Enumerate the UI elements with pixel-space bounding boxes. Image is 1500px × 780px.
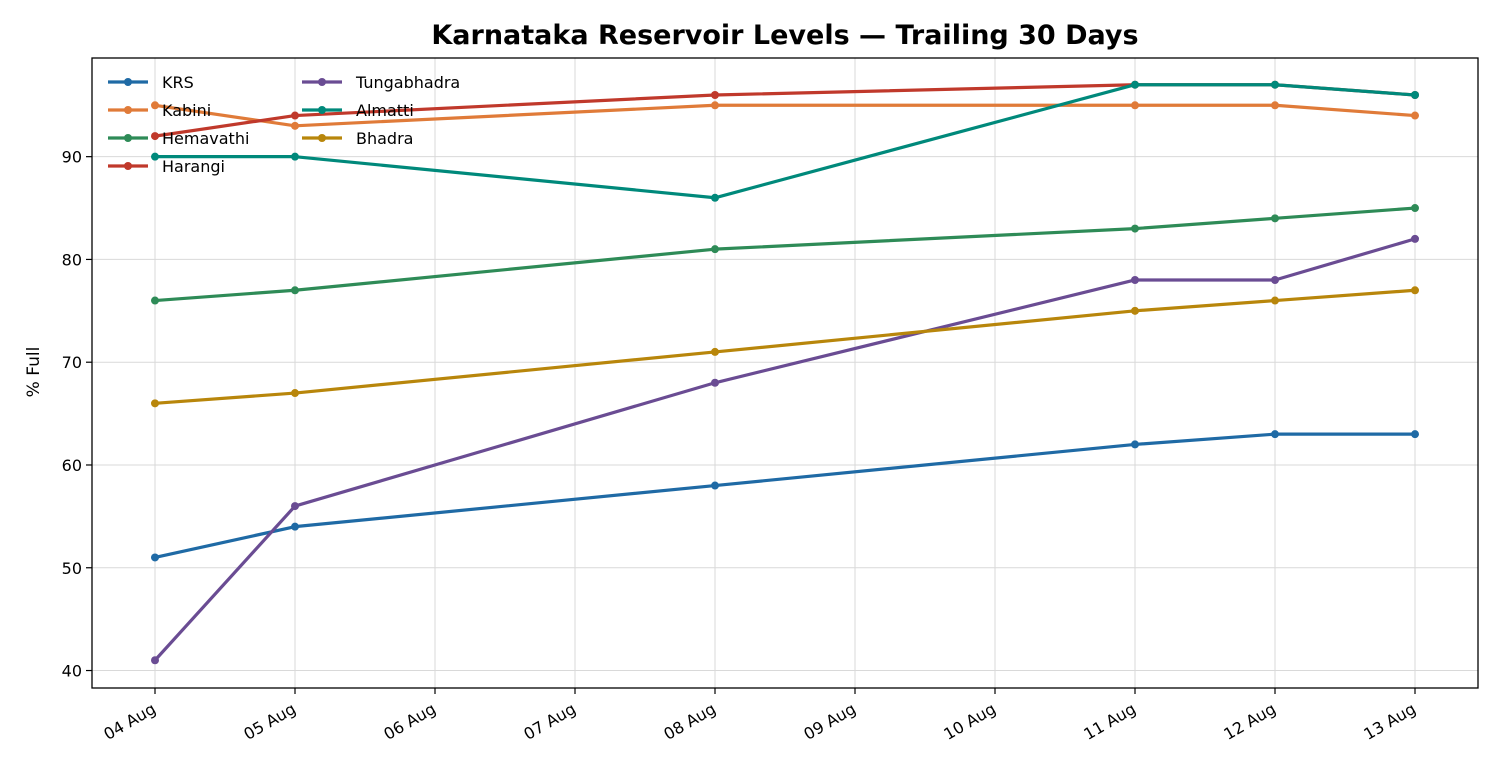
series-tungabhadra <box>151 234 1419 665</box>
legend-label: KRS <box>162 73 194 92</box>
data-point-hemavathi <box>151 296 159 305</box>
data-point-bhadra <box>1411 286 1419 295</box>
data-point-kabini <box>711 101 719 110</box>
data-point-tungabhadra <box>151 656 159 665</box>
legend-marker <box>124 162 132 170</box>
data-point-almatti <box>711 193 719 202</box>
series-layer <box>151 80 1419 665</box>
series-line-almatti <box>153 83 1417 200</box>
x-tick-label: 12 Aug <box>1220 699 1279 744</box>
series-krs <box>151 430 1419 562</box>
data-point-almatti <box>291 152 299 161</box>
x-tick-label: 05 Aug <box>240 699 299 744</box>
data-point-almatti <box>1411 90 1419 99</box>
data-point-kabini <box>291 121 299 130</box>
data-point-krs <box>291 522 299 531</box>
legend: KRS Kabini Hemavathi Harangi Tungabhadra Alma… <box>108 73 460 176</box>
data-point-bhadra <box>1131 306 1139 315</box>
x-tick-label: 04 Aug <box>100 699 159 744</box>
legend-item-harangi: Harangi <box>108 157 225 176</box>
data-point-tungabhadra <box>291 502 299 511</box>
data-point-harangi <box>151 132 159 141</box>
y-axis-label: % Full <box>24 347 44 398</box>
legend-item-tungabhadra: Tungabhadra <box>302 73 460 92</box>
data-point-tungabhadra <box>1271 275 1279 284</box>
series-line-krs <box>153 432 1417 560</box>
axes: 04 Aug 05 Aug 06 Aug 07 Aug 08 Aug 09 Aug 10 A… <box>62 148 1419 744</box>
x-tick-label: 11 Aug <box>1080 699 1139 744</box>
x-tick-label: 10 Aug <box>940 699 999 744</box>
legend-label: Harangi <box>162 157 225 176</box>
chart-title: Karnataka Reservoir Levels — Trailing 30… <box>431 20 1138 51</box>
legend-label: Tungabhadra <box>355 73 460 92</box>
y-tick-label: 40 <box>62 662 82 681</box>
data-point-harangi <box>291 111 299 120</box>
data-point-kabini <box>151 101 159 110</box>
series-almatti <box>151 80 1419 202</box>
legend-marker <box>318 106 326 114</box>
data-point-bhadra <box>291 389 299 398</box>
x-tick-label: 08 Aug <box>660 699 719 744</box>
data-point-almatti <box>1271 80 1279 89</box>
data-point-krs <box>1271 430 1279 439</box>
series-kabini <box>151 101 1419 130</box>
data-point-hemavathi <box>1131 224 1139 233</box>
legend-label: Hemavathi <box>162 129 249 148</box>
series-hemavathi <box>151 204 1419 305</box>
legend-item-bhadra: Bhadra <box>302 129 413 148</box>
data-point-bhadra <box>711 347 719 356</box>
legend-item-hemavathi: Hemavathi <box>108 129 249 148</box>
y-tick-label: 50 <box>62 559 82 578</box>
y-tick-label: 60 <box>62 456 82 475</box>
data-point-tungabhadra <box>1131 275 1139 284</box>
data-point-krs <box>711 481 719 490</box>
legend-item-krs: KRS <box>108 73 194 92</box>
legend-marker <box>124 106 132 114</box>
data-point-bhadra <box>151 399 159 408</box>
x-tick-label: 07 Aug <box>520 699 579 744</box>
legend-label: Almatti <box>356 101 414 120</box>
y-tick-label: 80 <box>62 250 82 269</box>
legend-item-almatti: Almatti <box>302 101 414 120</box>
data-point-tungabhadra <box>1411 234 1419 243</box>
data-point-harangi <box>711 90 719 99</box>
x-tick-label: 13 Aug <box>1360 699 1419 744</box>
x-tick-label: 09 Aug <box>800 699 859 744</box>
data-point-kabini <box>1411 111 1419 120</box>
legend-marker <box>318 134 326 142</box>
data-point-bhadra <box>1271 296 1279 305</box>
series-line-bhadra <box>153 288 1417 405</box>
legend-item-kabini: Kabini <box>108 101 211 120</box>
y-tick-label: 70 <box>62 353 82 372</box>
y-tick-label: 90 <box>62 148 82 167</box>
data-point-krs <box>1131 440 1139 449</box>
series-line-hemavathi <box>153 206 1417 303</box>
data-point-hemavathi <box>1411 204 1419 213</box>
data-point-tungabhadra <box>711 378 719 387</box>
plot-frame <box>91 57 1479 689</box>
legend-label: Bhadra <box>356 129 413 148</box>
data-point-almatti <box>1131 80 1139 89</box>
legend-marker <box>124 134 132 142</box>
series-bhadra <box>151 286 1419 408</box>
data-point-krs <box>1411 430 1419 439</box>
data-point-kabini <box>1131 101 1139 110</box>
legend-marker <box>318 78 326 86</box>
series-line-tungabhadra <box>153 237 1417 662</box>
legend-label: Kabini <box>162 101 211 120</box>
data-point-hemavathi <box>291 286 299 295</box>
series-line-harangi <box>153 83 1417 138</box>
x-tick-label: 06 Aug <box>380 699 439 744</box>
data-point-almatti <box>151 152 159 161</box>
series-line-kabini <box>153 103 1417 128</box>
data-point-hemavathi <box>1271 214 1279 223</box>
data-point-hemavathi <box>711 245 719 254</box>
legend-marker <box>124 78 132 86</box>
data-point-kabini <box>1271 101 1279 110</box>
data-point-krs <box>151 553 159 562</box>
grid <box>92 58 1478 688</box>
